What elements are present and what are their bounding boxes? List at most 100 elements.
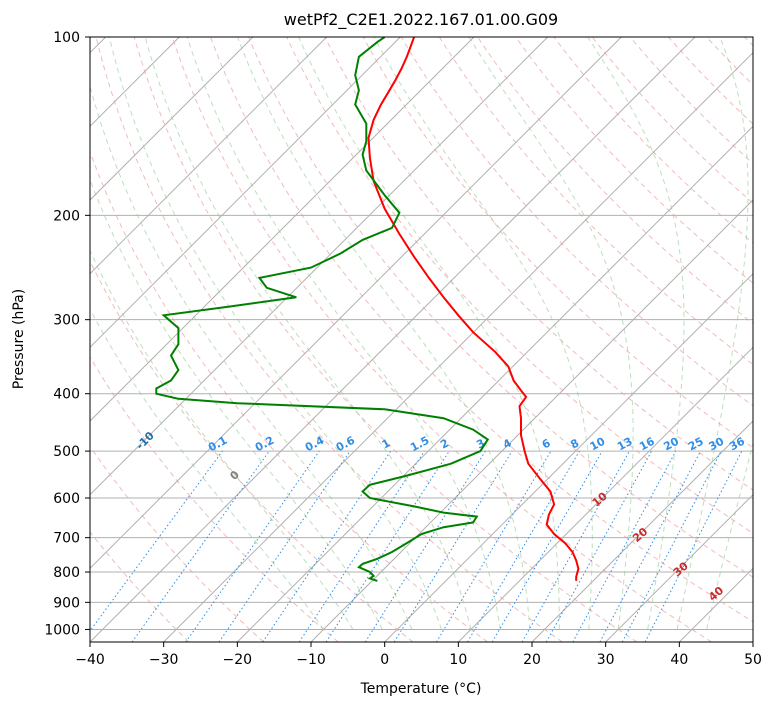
- moist-adiabat-line: [298, 37, 560, 630]
- dry-adiabat-line: [133, 37, 638, 642]
- mixing-ratio-line: [131, 450, 270, 642]
- mixing-ratio-label: 10: [588, 435, 608, 454]
- mixing-ratio-line: [435, 450, 552, 642]
- plot-area: 0.10.20.40.611.52346810131620253036-100-…: [55, 36, 754, 643]
- plot-frame: [89, 36, 754, 643]
- y-axis-label: Pressure (hPa): [11, 289, 27, 389]
- moist-adiabat-line: [706, 441, 753, 630]
- mixing-ratio-label: 2: [438, 436, 451, 451]
- dry-adiabat-line: [95, 37, 563, 642]
- isotherm-line: [457, 346, 753, 642]
- isotherm-line: [90, 37, 549, 496]
- moist-adiabat-line: [144, 37, 472, 630]
- mixing-ratio-line: [90, 450, 223, 632]
- dry-adiabat-line: [400, 37, 753, 407]
- mixing-ratio-label: 13: [615, 435, 635, 454]
- mixing-ratio-label: 6: [540, 436, 553, 451]
- x-tick-label: −40: [75, 652, 105, 668]
- dry-adiabat-line: [668, 37, 753, 125]
- chart-title: wetPf2_C2E1.2022.167.01.00.G09: [284, 10, 558, 30]
- isotherm-line: [236, 125, 753, 642]
- x-tick-label: 0: [380, 652, 389, 668]
- x-axis-ticks: −40 −30 −20 −10 0 10 20 30 40 50: [75, 642, 762, 668]
- moist-adiabat-line: [587, 37, 685, 630]
- moist-adiabat-line: [373, 37, 593, 630]
- dry-adiabat-line: [210, 37, 753, 623]
- dry-adiabat-line: [286, 37, 753, 534]
- dry-adiabat-line: [553, 37, 753, 244]
- mixing-ratio-label: 25: [686, 435, 706, 454]
- isotherm-line: [531, 420, 753, 642]
- moist-adiabat-line: [90, 249, 354, 630]
- isotherm-line: [90, 37, 696, 642]
- dry-adiabat-line: [515, 37, 753, 284]
- y-tick-label: 300: [53, 313, 80, 329]
- isotherm-line: [90, 37, 622, 570]
- dry-adiabat-line: [90, 445, 264, 642]
- y-axis-ticks: 100 200 300 400 500 600 700 800 900 1000: [44, 30, 90, 638]
- dry-adiabat-line: [706, 37, 753, 86]
- moist-adiabat-line: [468, 37, 634, 630]
- mixing-ratio-line: [491, 450, 603, 642]
- dry-adiabat-label: -10: [134, 429, 157, 452]
- mixing-ratio-line: [218, 450, 351, 642]
- dry-adiabat-line: [248, 37, 753, 578]
- x-tick-label: 20: [523, 652, 541, 668]
- dry-adiabat-line: [90, 259, 414, 642]
- isotherm-line: [163, 51, 753, 642]
- x-axis-label: Temperature (°C): [360, 681, 482, 697]
- mixing-ratio-label: 36: [727, 435, 747, 454]
- moist-adiabat-line: [90, 84, 413, 630]
- moist-adiabat-line: [90, 178, 383, 630]
- mixing-ratio-line: [545, 450, 653, 642]
- mixing-ratio-line: [393, 450, 513, 642]
- background-lines: [90, 37, 753, 642]
- moist-adiabat-line: [237, 37, 531, 630]
- dry-adiabat-line: [171, 37, 712, 642]
- dry-adiabat-label: -20: [55, 401, 78, 424]
- mixing-ratio-line: [364, 450, 486, 642]
- isotherm-line: [752, 641, 753, 642]
- isotherm-line: [90, 37, 254, 201]
- y-tick-label: 100: [53, 30, 80, 46]
- y-tick-label: 500: [53, 444, 80, 460]
- profile-lines: [155, 37, 580, 582]
- dewpoint-profile: [155, 37, 490, 582]
- dry-adiabat-line: [744, 37, 753, 47]
- x-tick-label: 10: [449, 652, 467, 668]
- y-tick-label: 700: [53, 531, 80, 547]
- mixing-ratio-line: [325, 450, 450, 642]
- isotherm-line: [678, 567, 753, 642]
- mixing-ratio-line: [521, 450, 630, 642]
- moist-adiabat-line: [186, 37, 501, 630]
- moist-adiabat-label: 40: [706, 584, 726, 604]
- x-tick-label: −10: [296, 652, 326, 668]
- mixing-ratio-label: 4: [501, 436, 514, 451]
- isotherm-line: [90, 37, 328, 275]
- moist-adiabat-line: [676, 37, 749, 630]
- dry-adiabat-line: [90, 356, 339, 642]
- isoline-labels: 0.10.20.40.611.52346810131620253036-100-…: [55, 401, 748, 604]
- x-tick-label: 50: [744, 652, 762, 668]
- mixing-ratio-label: 8: [568, 436, 581, 451]
- isotherm-line: [605, 493, 753, 642]
- mixing-ratio-line: [572, 450, 677, 642]
- y-tick-label: 1000: [44, 622, 80, 638]
- x-tick-label: 40: [670, 652, 688, 668]
- moist-adiabat-label: 10: [590, 489, 610, 509]
- temperature-profile: [367, 37, 580, 581]
- mixing-ratio-label: 1: [380, 436, 393, 451]
- mixing-ratio-label: 20: [661, 435, 681, 454]
- dry-adiabat-line: [90, 531, 190, 642]
- isotherm-line: [90, 37, 475, 422]
- mixing-ratio-line: [185, 450, 320, 642]
- x-tick-label: −30: [149, 652, 179, 668]
- mixing-ratio-line: [467, 450, 580, 642]
- mixing-ratio-line: [262, 450, 392, 642]
- isotherm-line: [310, 199, 753, 642]
- y-tick-label: 900: [53, 595, 80, 611]
- dry-adiabat-line: [438, 37, 753, 366]
- mixing-ratio-label: 30: [707, 435, 727, 454]
- dry-adiabat-line: [90, 150, 488, 642]
